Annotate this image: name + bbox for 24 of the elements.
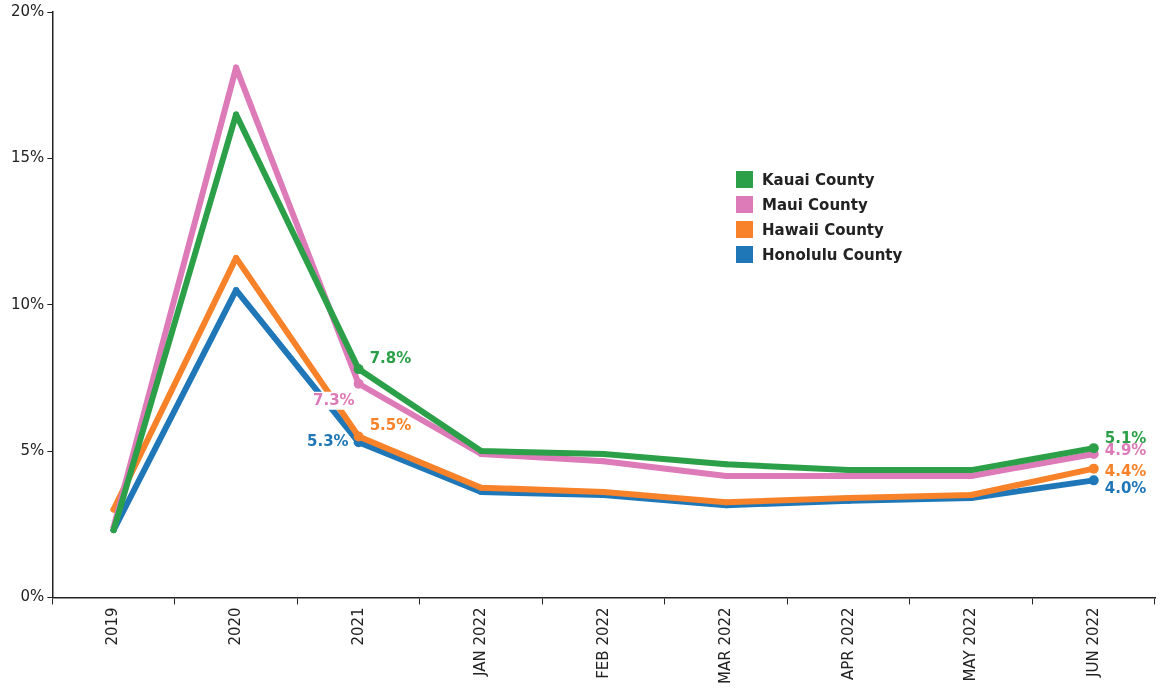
data-label: 5.5% — [369, 415, 412, 434]
legend-label: Honolulu County — [761, 245, 903, 264]
y-tick-label: 0% — [20, 587, 45, 606]
x-tick-label: FEB 2022 — [593, 607, 612, 679]
x-tick-label: 2019 — [103, 607, 122, 646]
x-tick-label: MAY 2022 — [961, 607, 980, 682]
x-tick-label: 2021 — [348, 607, 367, 646]
x-tick-label: JAN 2022 — [471, 607, 490, 678]
data-label: 7.3% — [313, 391, 355, 410]
y-tick-label: 10% — [11, 294, 45, 313]
data-label: 5.3% — [307, 432, 349, 451]
data-label: 4.0% — [1104, 479, 1147, 498]
x-tick-label: APR 2022 — [838, 607, 857, 681]
y-tick-label: 5% — [20, 440, 45, 459]
data-label: 4.4% — [1104, 461, 1147, 480]
y-tick-label: 15% — [11, 148, 45, 167]
x-tick-label: 2020 — [226, 607, 245, 646]
legend-label: Hawaii County — [761, 220, 884, 239]
legend-label: Maui County — [761, 195, 868, 214]
y-tick-label: 20% — [11, 1, 45, 20]
x-tick-label: JUN 2022 — [1083, 607, 1102, 679]
legend-label: Kauai County — [761, 170, 875, 189]
x-tick-label: MAR 2022 — [716, 607, 735, 685]
data-label: 7.8% — [369, 348, 412, 367]
